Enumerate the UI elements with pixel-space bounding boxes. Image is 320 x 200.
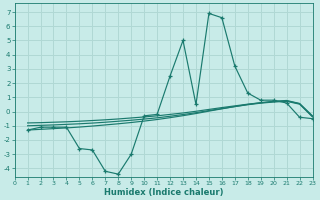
X-axis label: Humidex (Indice chaleur): Humidex (Indice chaleur)	[104, 188, 223, 197]
